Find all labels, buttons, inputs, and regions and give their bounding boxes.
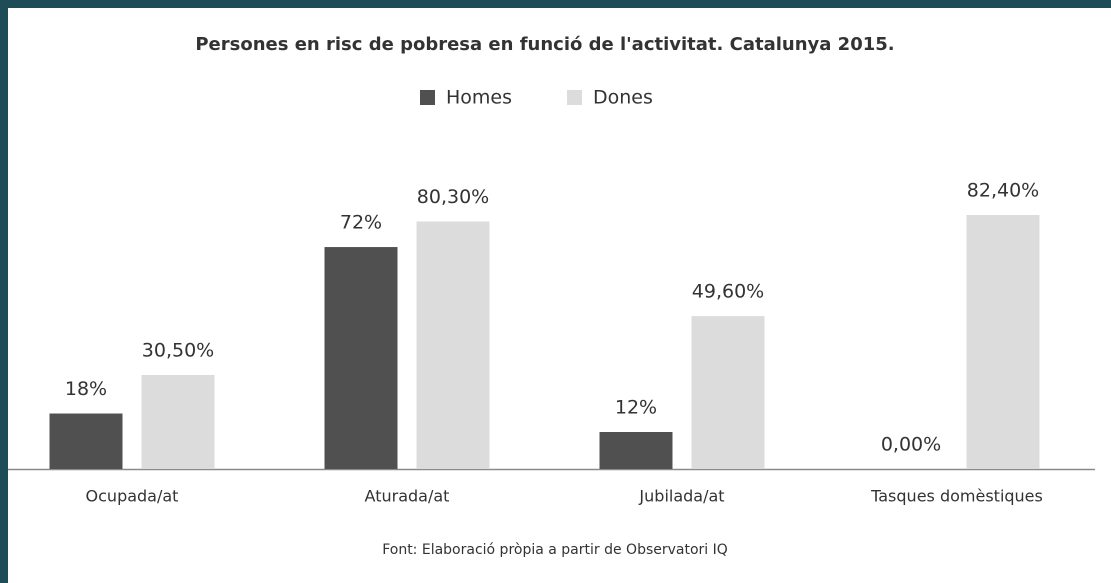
legend-swatch xyxy=(567,90,582,105)
chart-panel xyxy=(8,8,1111,583)
value-label: 80,30% xyxy=(417,186,489,208)
bar xyxy=(966,215,1040,469)
value-label: 72% xyxy=(340,212,382,234)
source-note: Font: Elaboració pròpia a partir de Obse… xyxy=(382,542,728,558)
value-label: 30,50% xyxy=(142,339,214,361)
chart-title: Persones en risc de pobresa en funció de… xyxy=(195,34,894,55)
x-tick-label: Aturada/at xyxy=(365,487,450,506)
bar xyxy=(49,413,123,469)
legend-label: Homes xyxy=(446,87,512,109)
bar xyxy=(141,374,215,469)
value-label: 49,60% xyxy=(692,281,764,303)
bar xyxy=(324,247,398,469)
x-tick-label: Ocupada/at xyxy=(86,487,179,506)
legend-label: Dones xyxy=(593,87,653,109)
bar xyxy=(416,221,490,469)
x-tick-label: Jubilada/at xyxy=(638,487,724,506)
x-tick-label: Tasques domèstiques xyxy=(870,487,1043,506)
bar xyxy=(599,432,673,469)
value-label: 18% xyxy=(65,378,107,400)
legend-swatch xyxy=(420,90,435,105)
bar xyxy=(691,316,765,469)
value-label: 0,00% xyxy=(881,434,941,456)
value-label: 12% xyxy=(615,397,657,419)
value-label: 82,40% xyxy=(967,180,1039,202)
